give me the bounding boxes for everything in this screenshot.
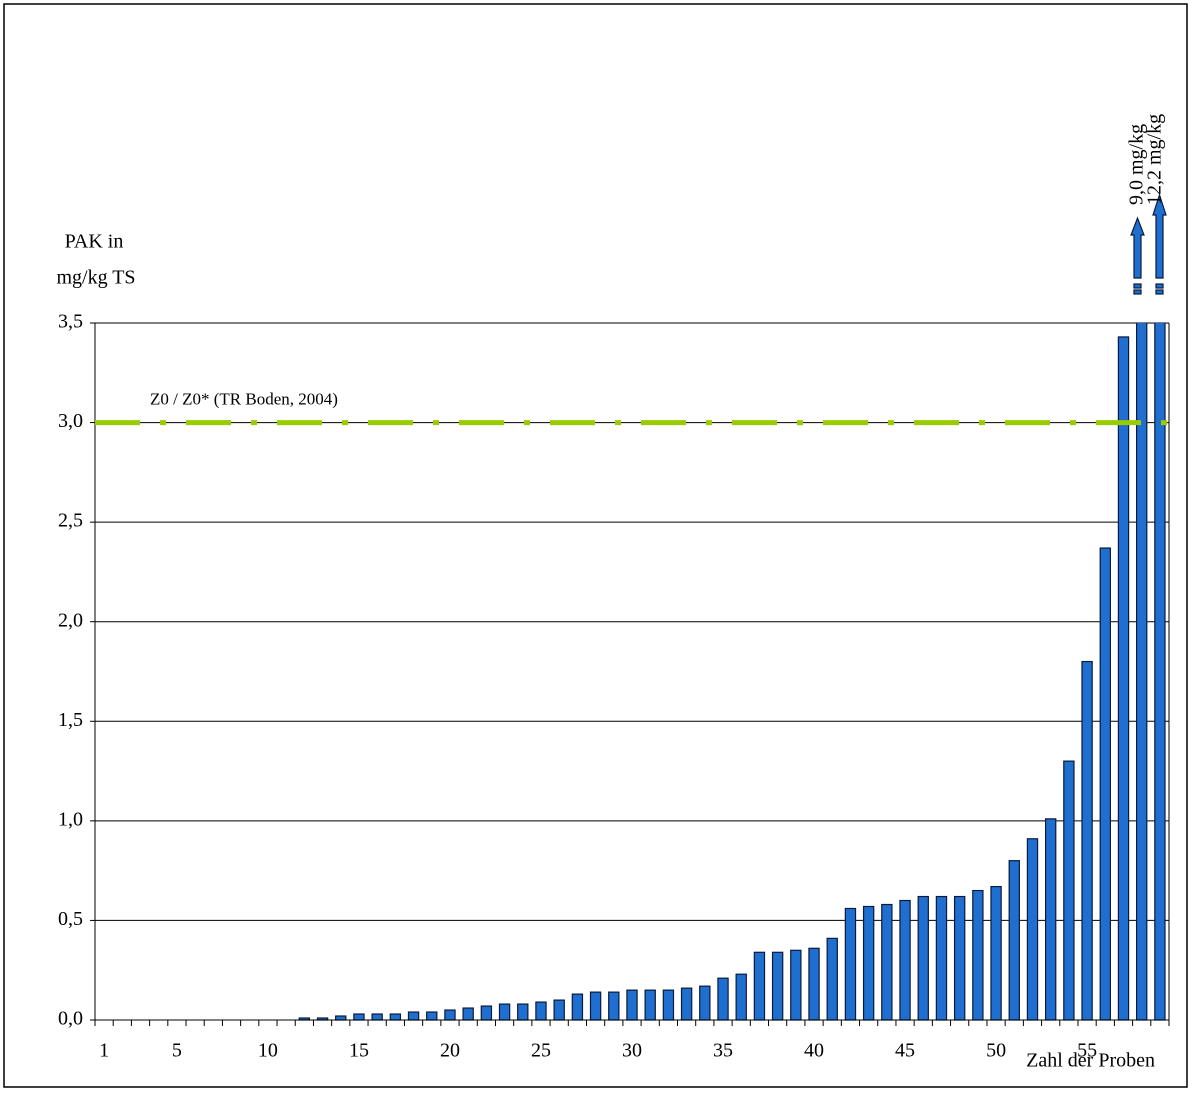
x-label: Zahl der Proben <box>1026 1050 1155 1072</box>
y-tick-label: 1,0 <box>58 808 83 830</box>
bar <box>808 947 820 1021</box>
bar <box>571 993 584 1021</box>
bar <box>790 949 802 1021</box>
bar <box>844 907 857 1021</box>
value-label: 12,2 mg/kg <box>1143 114 1165 205</box>
bar <box>1044 818 1057 1021</box>
x-tick-label: 1 <box>99 1040 109 1062</box>
bar <box>899 899 911 1021</box>
x-tick-label: 40 <box>804 1040 824 1062</box>
x-tick-label: 25 <box>531 1040 551 1062</box>
bar <box>498 1003 511 1021</box>
bar <box>771 951 784 1021</box>
bar <box>1063 760 1075 1021</box>
bar <box>407 1011 420 1021</box>
y-tick-label: 0,0 <box>58 1008 83 1030</box>
bar <box>662 989 675 1021</box>
y-label: PAK in <box>65 231 124 253</box>
bar <box>371 1013 383 1021</box>
bar <box>935 895 948 1021</box>
bar <box>680 987 693 1021</box>
bar <box>1026 838 1039 1021</box>
bar <box>1008 860 1020 1021</box>
reference-label: Z0 / Z0* (TR Boden, 2004) <box>150 389 338 408</box>
y-tick-label: 1,5 <box>58 709 83 731</box>
bar <box>480 1005 493 1021</box>
bar <box>990 885 1002 1021</box>
bar <box>972 889 984 1021</box>
y-tick-label: 0,5 <box>58 908 83 930</box>
x-tick-label: 10 <box>258 1040 278 1062</box>
y-tick-label: 3,0 <box>58 410 83 432</box>
x-tick-label: 50 <box>986 1040 1006 1062</box>
bar <box>426 1011 438 1021</box>
x-tick-label: 5 <box>172 1040 182 1062</box>
bar <box>1081 660 1093 1021</box>
bar <box>589 991 602 1021</box>
bar <box>644 989 656 1021</box>
y-label: mg/kg TS <box>56 267 135 289</box>
x-tick-label: 20 <box>440 1040 460 1062</box>
value-label: 9,0 mg/kg <box>1125 124 1147 205</box>
bar <box>608 991 620 1021</box>
bar <box>735 973 747 1021</box>
y-tick-label: 2,0 <box>58 609 83 631</box>
bar <box>753 951 766 1021</box>
bar <box>826 937 838 1021</box>
bar <box>626 989 638 1021</box>
x-tick-label: 35 <box>713 1040 733 1062</box>
bars <box>298 323 1166 1021</box>
x-tick-label: 30 <box>622 1040 642 1062</box>
bar <box>953 895 966 1021</box>
bar <box>862 905 875 1021</box>
bar <box>517 1003 529 1021</box>
bar <box>699 985 711 1021</box>
arrows <box>1130 193 1167 295</box>
x-tick-label: 15 <box>349 1040 369 1062</box>
bar <box>535 1001 547 1021</box>
bar <box>881 903 893 1021</box>
bar <box>553 999 565 1021</box>
frame <box>3 3 1188 1088</box>
bar <box>389 1013 402 1021</box>
x-tick-label: 55 <box>1077 1040 1097 1062</box>
bar <box>1117 336 1130 1021</box>
bar <box>462 1007 474 1021</box>
bar <box>1099 547 1111 1021</box>
bar <box>444 1009 456 1021</box>
bar <box>717 977 729 1021</box>
y-tick-label: 2,5 <box>58 510 83 532</box>
x-tick-label: 45 <box>895 1040 915 1062</box>
bar <box>335 1015 347 1021</box>
y-tick-label: 3,5 <box>58 311 83 333</box>
bar <box>917 895 929 1021</box>
bar <box>353 1013 365 1021</box>
